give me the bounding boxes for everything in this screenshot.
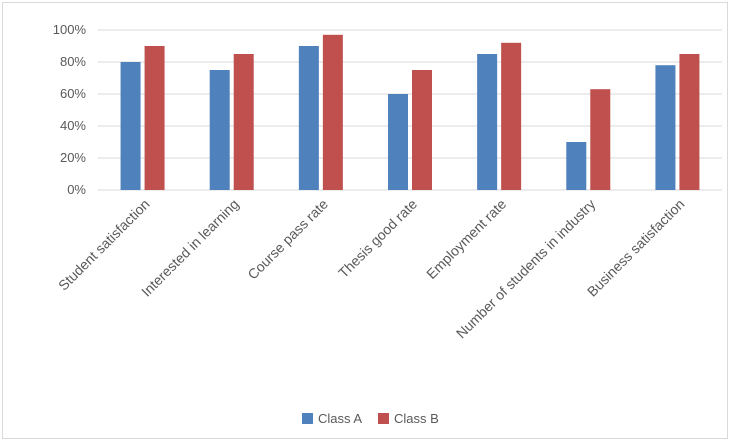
bar-class-b: [679, 54, 700, 190]
y-tick-label: 80%: [60, 54, 86, 69]
legend-swatch: [302, 413, 313, 424]
bar-class-a: [120, 62, 141, 190]
y-axis-ticks: 0% 20% 40% 60% 80% 100%: [53, 22, 87, 197]
bar-class-b: [233, 54, 254, 190]
bar-class-a: [655, 65, 676, 190]
legend: Class A Class B: [302, 411, 439, 426]
bar-class-b: [590, 89, 611, 190]
y-tick-label: 100%: [53, 22, 87, 37]
bar-class-b: [501, 42, 522, 190]
x-category-label: Business satisfaction: [584, 196, 688, 300]
legend-label: Class B: [394, 411, 439, 426]
bar-class-b: [322, 34, 343, 190]
y-tick-label: 0%: [67, 182, 86, 197]
bar-class-b: [144, 46, 165, 190]
legend-swatch: [378, 413, 389, 424]
y-tick-label: 60%: [60, 86, 86, 101]
gridlines: [98, 29, 722, 191]
y-tick-label: 20%: [60, 150, 86, 165]
bar-class-a: [566, 142, 587, 190]
bar-class-b: [412, 70, 432, 190]
legend-label: Class A: [318, 411, 362, 426]
bar-class-a: [209, 70, 230, 190]
x-category-label: Thesis good rate: [335, 196, 420, 281]
bar-class-a: [477, 54, 498, 190]
bar-class-a: [388, 94, 408, 190]
bars: [120, 34, 700, 190]
bar-class-a: [298, 46, 319, 190]
x-category-label: Employment rate: [423, 196, 509, 282]
x-category-label: Interested in learning: [138, 196, 242, 300]
x-category-label: Number of students in industry: [453, 196, 599, 342]
y-tick-label: 40%: [60, 118, 86, 133]
x-category-label: Course pass rate: [244, 196, 331, 283]
x-category-label: Student satisfaction: [55, 196, 153, 294]
